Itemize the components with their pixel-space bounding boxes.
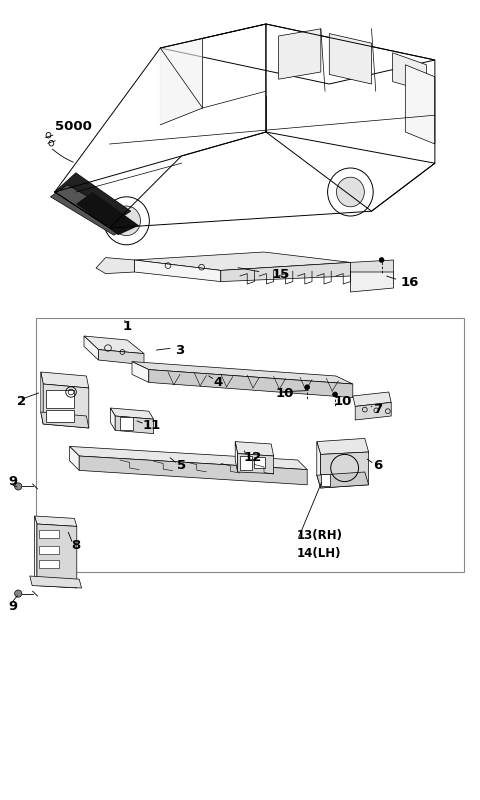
Polygon shape bbox=[50, 185, 135, 235]
Polygon shape bbox=[149, 370, 353, 398]
Bar bbox=[321, 474, 330, 486]
Polygon shape bbox=[221, 262, 350, 282]
Text: 14(LH): 14(LH) bbox=[297, 547, 341, 560]
Polygon shape bbox=[134, 252, 350, 270]
Polygon shape bbox=[317, 438, 369, 454]
Polygon shape bbox=[79, 456, 307, 485]
Polygon shape bbox=[132, 362, 149, 382]
Text: 13(RH): 13(RH) bbox=[297, 530, 343, 542]
Ellipse shape bbox=[14, 590, 22, 597]
Polygon shape bbox=[35, 516, 77, 526]
Polygon shape bbox=[405, 65, 435, 144]
Polygon shape bbox=[278, 29, 321, 79]
Ellipse shape bbox=[333, 392, 337, 397]
Text: 8: 8 bbox=[71, 539, 80, 552]
Polygon shape bbox=[110, 408, 154, 419]
Text: 16: 16 bbox=[401, 276, 419, 289]
Ellipse shape bbox=[14, 482, 22, 490]
Text: 12: 12 bbox=[244, 451, 262, 464]
Bar bbox=[39, 560, 59, 568]
Text: 5000: 5000 bbox=[55, 120, 92, 133]
Polygon shape bbox=[160, 38, 203, 125]
Polygon shape bbox=[84, 336, 98, 360]
Text: 15: 15 bbox=[271, 268, 289, 281]
Bar bbox=[120, 417, 133, 430]
Text: 1: 1 bbox=[122, 320, 132, 333]
Polygon shape bbox=[132, 362, 353, 384]
Polygon shape bbox=[393, 53, 426, 91]
Bar bbox=[240, 456, 252, 470]
Text: 4: 4 bbox=[214, 376, 223, 389]
Polygon shape bbox=[238, 454, 274, 474]
Polygon shape bbox=[134, 260, 221, 282]
Bar bbox=[36, 318, 464, 572]
Polygon shape bbox=[41, 372, 43, 424]
Bar bbox=[46, 390, 74, 408]
Ellipse shape bbox=[113, 206, 141, 235]
Polygon shape bbox=[84, 336, 144, 354]
Polygon shape bbox=[355, 402, 391, 420]
Polygon shape bbox=[70, 446, 307, 470]
Polygon shape bbox=[30, 576, 82, 588]
Polygon shape bbox=[55, 173, 131, 228]
Polygon shape bbox=[43, 384, 89, 428]
Text: 10: 10 bbox=[334, 395, 352, 408]
Text: 9: 9 bbox=[9, 475, 18, 488]
Text: 5: 5 bbox=[177, 459, 186, 472]
Bar bbox=[39, 546, 59, 554]
Polygon shape bbox=[35, 516, 37, 586]
Polygon shape bbox=[41, 372, 89, 388]
Polygon shape bbox=[76, 192, 139, 235]
Polygon shape bbox=[70, 446, 79, 470]
Polygon shape bbox=[235, 442, 274, 456]
Polygon shape bbox=[321, 452, 369, 488]
Bar bbox=[39, 530, 59, 538]
Text: 10: 10 bbox=[276, 387, 294, 400]
Polygon shape bbox=[96, 258, 134, 274]
Text: 7: 7 bbox=[373, 403, 383, 416]
Polygon shape bbox=[37, 524, 77, 588]
Ellipse shape bbox=[305, 385, 310, 390]
Text: 3: 3 bbox=[175, 344, 184, 357]
Polygon shape bbox=[353, 392, 391, 406]
Polygon shape bbox=[329, 34, 372, 84]
Ellipse shape bbox=[336, 178, 364, 206]
Polygon shape bbox=[317, 442, 321, 488]
Polygon shape bbox=[98, 350, 144, 365]
Polygon shape bbox=[350, 260, 394, 284]
Text: 11: 11 bbox=[143, 419, 161, 432]
Ellipse shape bbox=[379, 258, 384, 262]
Text: 2: 2 bbox=[17, 395, 26, 408]
Bar bbox=[254, 457, 265, 468]
Polygon shape bbox=[350, 272, 394, 292]
Polygon shape bbox=[41, 412, 89, 428]
Polygon shape bbox=[110, 408, 115, 430]
Polygon shape bbox=[317, 472, 369, 488]
Text: 6: 6 bbox=[373, 459, 383, 472]
Text: 9: 9 bbox=[9, 600, 18, 613]
Polygon shape bbox=[235, 442, 238, 472]
Polygon shape bbox=[115, 416, 154, 434]
Bar bbox=[46, 410, 74, 422]
